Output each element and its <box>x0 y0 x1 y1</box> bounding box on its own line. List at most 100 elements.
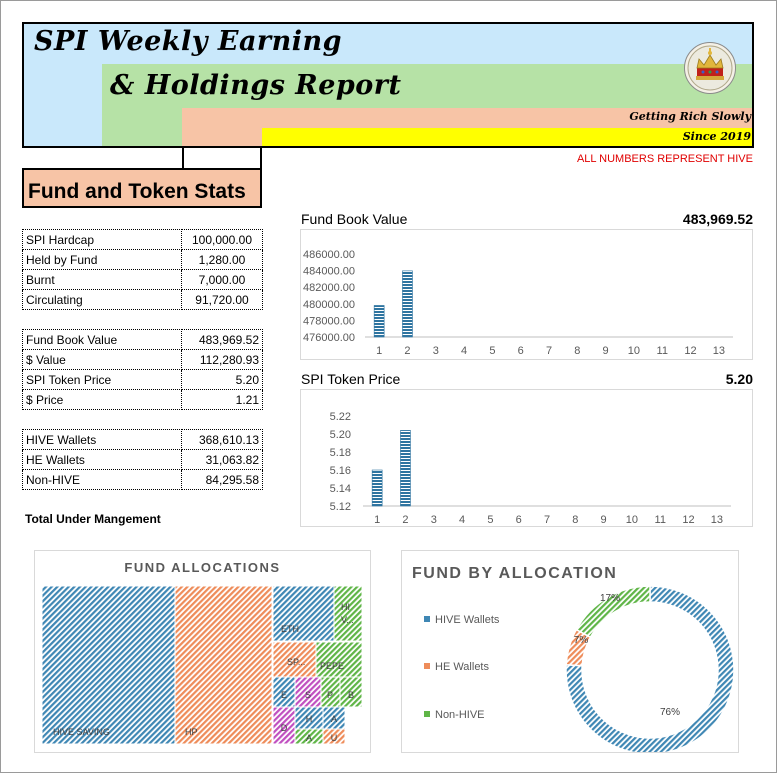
x-tick-label: 1 <box>374 514 380 526</box>
y-tick-label: 476000.00 <box>303 332 355 344</box>
row-value: 5.20 <box>181 369 263 390</box>
y-tick-label: 486000.00 <box>303 249 355 261</box>
legend-swatch <box>424 663 430 669</box>
wallet-table: HIVE Wallets 368,610.13 HE Wallets 31,063.… <box>22 429 263 490</box>
treemap-label: HIVE SAVING <box>53 727 110 737</box>
legend-label: Non-HIVE <box>435 709 485 721</box>
y-tick-label: 484000.00 <box>303 266 355 278</box>
treemap-label: A <box>306 733 312 743</box>
header-band-yellow <box>262 128 754 148</box>
book-chart-headline: 483,969.52 <box>682 211 753 227</box>
row-value: 100,000.00 <box>181 229 263 250</box>
price-chart-svg: 5.125.145.165.185.205.221 2 3 4 5 6 7 8 9 10 11 12 1… <box>330 411 731 526</box>
y-tick-label: 5.22 <box>330 411 351 423</box>
treemap-tile <box>339 676 363 708</box>
fund-by-allocation-panel: FUND BY ALLOCATION 76% HIVE Wallets 7% HE W… <box>401 550 739 753</box>
treemap-tile <box>333 585 363 642</box>
bar <box>400 430 411 507</box>
x-tick-label: 11 <box>655 514 666 526</box>
treemap-label: HI <box>341 602 350 612</box>
treemap-label: HP <box>185 727 198 737</box>
donut-data-label: 17% <box>600 593 620 604</box>
row-label: SPI Token Price <box>22 369 182 390</box>
book-chart-svg: 476000.00 478000.00 480000.00 482000.00 4840… <box>303 249 733 357</box>
table-row: $ Value 112,280.93 <box>22 349 263 370</box>
y-tick-label: 482000.00 <box>303 282 355 294</box>
row-label: Held by Fund <box>22 249 182 270</box>
row-label: Burnt <box>22 269 182 290</box>
row-label: HE Wallets <box>22 449 182 470</box>
table-row: Burnt 7,000.00 <box>22 269 263 290</box>
y-tick-label: 5.14 <box>330 483 351 495</box>
bar <box>371 469 383 507</box>
fund-value-table: Fund Book Value 483,969.52 $ Value 112,280… <box>22 329 263 410</box>
stats-tab-connector <box>182 146 262 170</box>
row-value: 31,063.82 <box>181 449 263 470</box>
row-label: Non-HIVE <box>22 469 182 490</box>
x-tick-label: 4 <box>461 345 467 357</box>
header-band-blue <box>22 22 754 64</box>
header-border <box>22 22 754 148</box>
row-label: Circulating <box>22 289 182 310</box>
table-row: Circulating 91,720.00 <box>22 289 263 310</box>
y-tick-label: 480000.00 <box>303 299 355 311</box>
x-tick-label: 5 <box>487 514 493 526</box>
header-band-salmon-left <box>182 128 262 148</box>
book-chart: 476000.00 478000.00 480000.00 482000.00 4840… <box>300 229 753 360</box>
x-tick-label: 9 <box>601 514 607 526</box>
treemap-label: B <box>348 690 354 700</box>
treemap-label: PEPE <box>320 661 344 671</box>
treemap-label: P <box>327 690 333 700</box>
total-under-management-label: Total Under Mangement <box>25 512 161 526</box>
x-tick-label: 1 <box>376 345 382 357</box>
treemap-tile <box>272 641 317 678</box>
row-value: 7,000.00 <box>181 269 263 290</box>
treemap-tile <box>41 585 176 745</box>
x-tick-label: 7 <box>546 345 552 357</box>
table-row: SPI Token Price 5.20 <box>22 369 263 390</box>
treemap-label: SP... <box>287 657 305 667</box>
legend-swatch <box>424 711 430 717</box>
row-label: Fund Book Value <box>22 329 182 350</box>
crown-icon <box>687 45 733 91</box>
fund-allocations-title: FUND ALLOCATIONS <box>124 560 281 575</box>
x-tick-label: 6 <box>518 345 524 357</box>
treemap-label: S <box>305 690 311 700</box>
x-tick-label: 7 <box>544 514 550 526</box>
donut-slice <box>565 585 735 752</box>
x-tick-label: 8 <box>572 514 578 526</box>
x-tick-label: 4 <box>459 514 465 526</box>
x-tick-label: 12 <box>684 345 696 357</box>
crown-logo <box>684 42 736 94</box>
header-band-salmon <box>182 108 754 128</box>
x-tick-label: 13 <box>711 514 723 526</box>
table-row: HE Wallets 31,063.82 <box>22 449 263 470</box>
tagline: Getting Rich Slowly <box>629 110 751 123</box>
stats-title: Fund and Token Stats <box>28 180 246 203</box>
x-tick-label: 12 <box>682 514 694 526</box>
book-chart-title: Fund Book Value <box>301 211 408 227</box>
price-chart-headline: 5.20 <box>725 371 753 387</box>
treemap-label: V... <box>341 615 354 625</box>
row-value: 91,720.00 <box>181 289 263 310</box>
token-supply-table: SPI Hardcap 100,000.00 Held by Fund 1,280.… <box>22 229 263 310</box>
price-chart-title: SPI Token Price <box>301 371 401 387</box>
treemap-tile <box>174 585 273 745</box>
table-row: SPI Hardcap 100,000.00 <box>22 229 263 250</box>
row-label: $ Price <box>22 389 182 410</box>
treemap-tile <box>322 728 346 745</box>
row-value: 1,280.00 <box>181 249 263 270</box>
table-row: $ Price 1.21 <box>22 389 263 410</box>
table-row: HIVE Wallets 368,610.13 <box>22 429 263 450</box>
x-tick-label: 2 <box>402 514 408 526</box>
table-row: Non-HIVE 84,295.58 <box>22 469 263 490</box>
y-tick-label: 5.16 <box>330 465 351 477</box>
currency-notice: ALL NUMBERS REPRESENT HIVE <box>576 153 753 165</box>
y-tick-label: 478000.00 <box>303 315 355 327</box>
x-tick-label: 2 <box>404 345 410 357</box>
price-chart: 5.12 5.14 5.16 5.18 5.20 5.22 1 2 3 4 5 6 7 8 9 10 11 12 1… <box>300 389 753 527</box>
bar <box>373 305 385 338</box>
bar <box>402 270 413 338</box>
